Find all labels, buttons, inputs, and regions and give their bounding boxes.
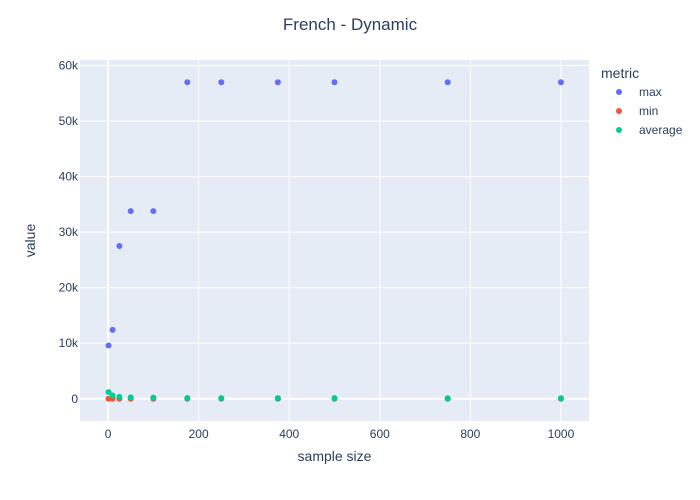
data-point-max[interactable]: [109, 326, 116, 333]
data-point-average[interactable]: [127, 394, 134, 401]
x-tick-label: 400: [279, 427, 299, 441]
y-tick-label: 10k: [59, 336, 79, 350]
x-tick-label: 200: [189, 427, 209, 441]
legend-marker-average: [616, 127, 622, 133]
legend-marker-min: [616, 108, 622, 114]
data-point-average[interactable]: [218, 395, 225, 402]
x-tick-label: 0: [105, 427, 112, 441]
data-point-average[interactable]: [274, 395, 281, 402]
legend[interactable]: metric max min average: [601, 65, 683, 137]
y-tick-label: 40k: [59, 170, 79, 184]
data-point-average[interactable]: [105, 389, 112, 396]
data-point-max[interactable]: [274, 79, 281, 86]
data-point-average[interactable]: [184, 394, 191, 401]
x-tick-label: 800: [460, 427, 480, 441]
legend-marker-max: [616, 89, 622, 95]
data-point-average[interactable]: [444, 395, 451, 402]
legend-item-min[interactable]: min: [616, 104, 658, 118]
data-points[interactable]: [105, 79, 564, 402]
y-tick-label: 30k: [59, 225, 79, 239]
data-point-average[interactable]: [557, 395, 564, 402]
series-max: [105, 79, 564, 349]
legend-title: metric: [601, 65, 639, 81]
data-point-max[interactable]: [127, 208, 134, 215]
y-tick-label: 50k: [59, 114, 79, 128]
x-axis-label: sample size: [298, 448, 372, 464]
data-point-average[interactable]: [331, 395, 338, 402]
data-point-max[interactable]: [331, 79, 338, 86]
data-point-max[interactable]: [184, 79, 191, 86]
series-average: [105, 389, 564, 402]
data-point-average[interactable]: [150, 394, 157, 401]
legend-label-average: average: [639, 123, 683, 137]
data-point-max[interactable]: [557, 79, 564, 86]
data-point-average[interactable]: [116, 393, 123, 400]
y-tick-label: 20k: [59, 281, 79, 295]
x-tick-label: 1000: [548, 427, 575, 441]
data-point-max[interactable]: [150, 208, 157, 215]
y-axis-label: value: [22, 224, 38, 258]
chart-title: French - Dynamic: [283, 15, 418, 34]
x-tick-label: 600: [370, 427, 390, 441]
data-point-max[interactable]: [218, 79, 225, 86]
tick-labels: 0 200 400 600 800 1000 0 10k 20k 30k 40k 50k 60k: [59, 59, 575, 441]
data-point-max[interactable]: [116, 243, 123, 250]
legend-item-average[interactable]: average: [616, 123, 683, 137]
data-point-max[interactable]: [105, 342, 112, 349]
legend-label-min: min: [639, 104, 658, 118]
legend-item-max[interactable]: max: [616, 85, 662, 99]
data-point-average[interactable]: [109, 392, 116, 399]
legend-label-max: max: [639, 85, 662, 99]
data-point-max[interactable]: [444, 79, 451, 86]
y-tick-label: 0: [71, 392, 78, 406]
plot-area: [80, 60, 589, 421]
y-tick-label: 60k: [59, 59, 79, 73]
grid-lines: [80, 60, 589, 421]
